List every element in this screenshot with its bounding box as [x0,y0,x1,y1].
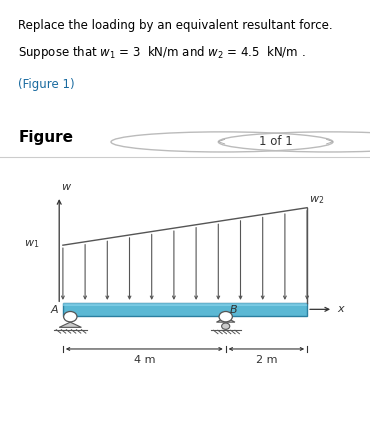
Text: 2 m: 2 m [256,355,277,365]
Text: 1 of 1: 1 of 1 [259,135,293,148]
Circle shape [222,323,230,329]
Text: Replace the loading by an equivalent resultant force.: Replace the loading by an equivalent res… [18,19,333,32]
Text: $w_2$: $w_2$ [309,194,324,206]
Text: (Figure 1): (Figure 1) [18,78,75,91]
Text: <: < [218,137,226,147]
Polygon shape [59,322,81,327]
Circle shape [64,312,77,322]
Text: $w_1$: $w_1$ [24,238,39,249]
Text: $B$: $B$ [229,303,238,315]
Bar [63,303,307,316]
Text: $x$: $x$ [337,304,346,314]
Circle shape [219,312,232,322]
Text: Figure: Figure [18,131,74,145]
Text: 4 m: 4 m [134,355,155,365]
Polygon shape [216,317,235,322]
Bar [63,303,307,306]
Text: $A$: $A$ [50,303,59,315]
Text: >: > [325,137,334,147]
Text: $w$: $w$ [61,182,72,192]
Text: Suppose that $w_1$ = 3  kN/m and $w_2$ = 4.5  kN/m .: Suppose that $w_1$ = 3 kN/m and $w_2$ = … [18,44,306,61]
